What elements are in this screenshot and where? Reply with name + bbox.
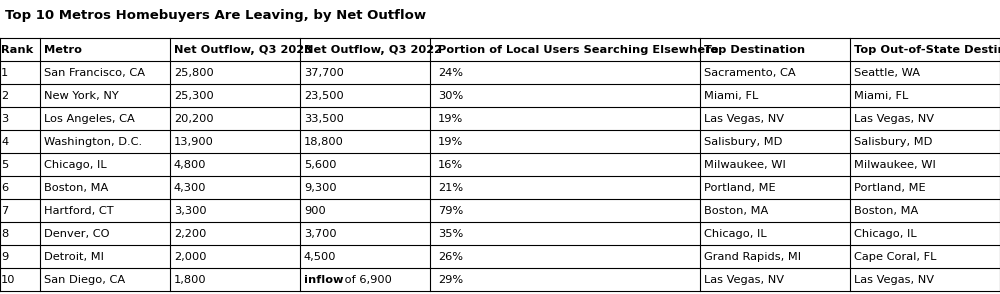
Text: 19%: 19%	[438, 137, 463, 147]
Text: 29%: 29%	[438, 275, 463, 285]
Text: 900: 900	[304, 206, 326, 216]
Text: Milwaukee, WI: Milwaukee, WI	[704, 160, 786, 170]
Text: 9,300: 9,300	[304, 183, 337, 193]
Text: Boston, MA: Boston, MA	[44, 183, 108, 193]
Text: Los Angeles, CA: Los Angeles, CA	[44, 114, 135, 124]
Text: Grand Rapids, MI: Grand Rapids, MI	[704, 252, 802, 262]
Text: inflow: inflow	[304, 275, 343, 285]
Text: 13,900: 13,900	[174, 137, 214, 147]
Text: 5,600: 5,600	[304, 160, 336, 170]
Text: 23,500: 23,500	[304, 91, 344, 101]
Text: 18,800: 18,800	[304, 137, 344, 147]
Text: Metro: Metro	[44, 45, 82, 55]
Text: Las Vegas, NV: Las Vegas, NV	[704, 275, 784, 285]
Text: 4,300: 4,300	[174, 183, 206, 193]
Text: New York, NY: New York, NY	[44, 91, 119, 101]
Text: Boston, MA: Boston, MA	[704, 206, 769, 216]
Text: 7: 7	[1, 206, 8, 216]
Text: 3: 3	[1, 114, 8, 124]
Text: 21%: 21%	[438, 183, 463, 193]
Text: Miami, FL: Miami, FL	[704, 91, 759, 101]
Text: Portland, ME: Portland, ME	[704, 183, 776, 193]
Text: Detroit, MI: Detroit, MI	[44, 252, 104, 262]
Text: 33,500: 33,500	[304, 114, 344, 124]
Text: Salisbury, MD: Salisbury, MD	[704, 137, 783, 147]
Text: 5: 5	[1, 160, 8, 170]
Text: 35%: 35%	[438, 229, 463, 239]
Text: 25,800: 25,800	[174, 68, 214, 78]
Text: Las Vegas, NV: Las Vegas, NV	[854, 114, 934, 124]
Text: 4: 4	[1, 137, 8, 147]
Text: 10: 10	[1, 275, 16, 285]
Text: Chicago, IL: Chicago, IL	[44, 160, 107, 170]
Text: 6: 6	[1, 183, 8, 193]
Text: 3,700: 3,700	[304, 229, 337, 239]
Text: 37,700: 37,700	[304, 68, 344, 78]
Text: 2,000: 2,000	[174, 252, 206, 262]
Text: Seattle, WA: Seattle, WA	[854, 68, 920, 78]
Text: Chicago, IL: Chicago, IL	[704, 229, 767, 239]
Text: 16%: 16%	[438, 160, 463, 170]
Text: 79%: 79%	[438, 206, 463, 216]
Text: Boston, MA: Boston, MA	[854, 206, 919, 216]
Text: of 6,900: of 6,900	[341, 275, 392, 285]
Text: Miami, FL: Miami, FL	[854, 91, 909, 101]
Text: 3,300: 3,300	[174, 206, 207, 216]
Text: 4,800: 4,800	[174, 160, 206, 170]
Text: 19%: 19%	[438, 114, 463, 124]
Text: 30%: 30%	[438, 91, 463, 101]
Text: Top Out-of-State Destination: Top Out-of-State Destination	[854, 45, 1000, 55]
Text: Portland, ME: Portland, ME	[854, 183, 926, 193]
Text: 1,800: 1,800	[174, 275, 207, 285]
Text: Washington, D.C.: Washington, D.C.	[44, 137, 142, 147]
Text: 2: 2	[1, 91, 8, 101]
Text: Sacramento, CA: Sacramento, CA	[704, 68, 796, 78]
Text: 20,200: 20,200	[174, 114, 214, 124]
Text: 26%: 26%	[438, 252, 463, 262]
Text: Cape Coral, FL: Cape Coral, FL	[854, 252, 937, 262]
Text: San Diego, CA: San Diego, CA	[44, 275, 125, 285]
Text: Top 10 Metros Homebuyers Are Leaving, by Net Outflow: Top 10 Metros Homebuyers Are Leaving, by…	[5, 9, 426, 22]
Text: 25,300: 25,300	[174, 91, 214, 101]
Text: Salisbury, MD: Salisbury, MD	[854, 137, 933, 147]
Text: Chicago, IL: Chicago, IL	[854, 229, 917, 239]
Text: Hartford, CT: Hartford, CT	[44, 206, 114, 216]
Text: Las Vegas, NV: Las Vegas, NV	[854, 275, 934, 285]
Text: 24%: 24%	[438, 68, 463, 78]
Text: Net Outflow, Q3 2022: Net Outflow, Q3 2022	[304, 45, 442, 55]
Text: Top Destination: Top Destination	[704, 45, 806, 55]
Text: Rank: Rank	[1, 45, 33, 55]
Text: San Francisco, CA: San Francisco, CA	[44, 68, 145, 78]
Text: 2,200: 2,200	[174, 229, 206, 239]
Text: 4,500: 4,500	[304, 252, 336, 262]
Text: Portion of Local Users Searching Elsewhere: Portion of Local Users Searching Elsewhe…	[438, 45, 719, 55]
Text: 8: 8	[1, 229, 8, 239]
Text: 9: 9	[1, 252, 8, 262]
Text: Las Vegas, NV: Las Vegas, NV	[704, 114, 784, 124]
Text: Net Outflow, Q3 2023: Net Outflow, Q3 2023	[174, 45, 312, 55]
Text: 1: 1	[1, 68, 8, 78]
Text: Milwaukee, WI: Milwaukee, WI	[854, 160, 936, 170]
Text: Denver, CO: Denver, CO	[44, 229, 109, 239]
